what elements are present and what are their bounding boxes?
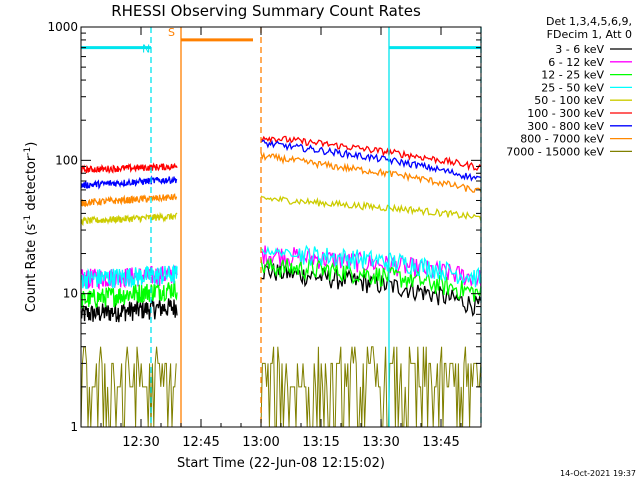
x-axis-label: Start Time (22-Jun-08 12:15:02) — [177, 456, 385, 471]
legend-label-4: 50 - 100 keV — [534, 94, 604, 107]
legend-label-6: 300 - 800 keV — [527, 120, 604, 133]
legend-label-7: 800 - 7000 keV — [520, 133, 604, 146]
series-line-3-after-gap — [260, 244, 482, 288]
x-tick-label-1: 12:45 — [182, 435, 219, 450]
legend-label-0: 3 - 6 keV — [555, 43, 604, 56]
y-tick-label-3: 1000 — [47, 20, 78, 34]
night-label: N — [142, 43, 150, 56]
footer-timestamp: 14-Oct-2021 19:37 — [560, 469, 636, 478]
x-axis: 12:30 12:45 13:00 13:15 13:30 13:45 — [80, 27, 482, 450]
y-axis-label: Count Rate (s-1 detector-1) — [23, 142, 39, 313]
legend-header-line-1: Det 1,3,4,5,6,9, — [546, 15, 632, 28]
x-tick-label-5: 13:45 — [422, 435, 459, 450]
series-line-7-before-gap — [80, 193, 178, 208]
series-line-6-before-gap — [80, 175, 178, 190]
x-tick-label-3: 13:15 — [302, 435, 339, 450]
y-tick-label-1: 10 — [63, 287, 78, 301]
series-line-5-after-gap — [260, 135, 482, 172]
x-tick-label-2: 13:00 — [242, 435, 279, 450]
saa-label: S — [168, 26, 175, 39]
legend-label-5: 100 - 300 keV — [527, 107, 604, 120]
series-line-4-before-gap — [80, 211, 178, 227]
series-line-5-before-gap — [80, 162, 178, 175]
legend-header-line-2: FDecim 1, Att 0 — [547, 28, 632, 41]
legend-label-2: 12 - 25 keV — [541, 69, 604, 82]
x-tick-label-0: 12:30 — [122, 435, 159, 450]
series-line-8-before-gap — [80, 346, 177, 428]
series-line-2-after-gap — [260, 257, 482, 302]
legend-label-3: 25 - 50 keV — [541, 81, 604, 94]
series-line-3-before-gap — [80, 263, 178, 290]
y-tick-label-0: 1 — [70, 420, 78, 434]
y-axis: 1 10 100 1000 — [47, 20, 481, 434]
legend-label-1: 6 - 12 keV — [548, 56, 604, 69]
chart-title: RHESSI Observing Summary Count Rates — [111, 2, 421, 20]
series-line-2-before-gap — [80, 280, 178, 309]
series-line-8-after-gap — [260, 346, 482, 428]
y-tick-label-2: 100 — [55, 153, 78, 167]
series-layer — [80, 135, 482, 428]
legend-label-8: 7000 - 15000 keV — [506, 145, 604, 158]
series-line-6-after-gap — [260, 139, 482, 182]
series-line-7-after-gap — [260, 151, 482, 193]
x-tick-label-4: 13:30 — [362, 435, 399, 450]
legend: Det 1,3,4,5,6,9, FDecim 1, Att 0 3 - 6 k… — [506, 15, 632, 158]
series-line-4-after-gap — [260, 195, 482, 221]
